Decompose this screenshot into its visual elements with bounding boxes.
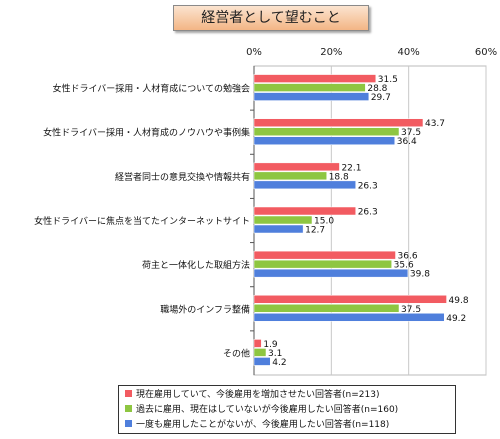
legend-label-2: 一度も雇用したことがないが、今後雇用したい回答者(n=118) (136, 420, 390, 430)
bar (253, 259, 392, 269)
legend: 現在雇用していて、今後雇用を増加させたい回答者(n=213) 過去に雇用、現在は… (118, 385, 456, 434)
value-label: 3.1 (268, 349, 282, 359)
bar (253, 136, 395, 145)
category-label: 職場外のインフラ整備 (160, 303, 250, 315)
value-label: 29.7 (371, 93, 391, 103)
category-label: 女性ドライバー採用・人材育成のノウハウや事例集 (43, 127, 250, 139)
value-label: 22.1 (341, 163, 361, 173)
legend-swatch-2 (125, 420, 132, 427)
legend-item-1: 過去に雇用、現在はしていないが今後雇用したい回答者(n=160) (125, 403, 449, 418)
value-label: 26.3 (358, 181, 378, 191)
category-label: 女性ドライバーに焦点を当てたインターネットサイト (34, 215, 250, 227)
value-label: 26.3 (358, 208, 378, 218)
legend-item-0: 現在雇用していて、今後雇用を増加させたい回答者(n=213) (125, 388, 449, 403)
bar (253, 118, 424, 127)
legend-swatch-1 (125, 405, 132, 412)
category-label: その他 (223, 347, 250, 359)
bar (253, 357, 271, 366)
value-label: 36.4 (397, 137, 417, 147)
bar (253, 127, 400, 136)
value-label: 49.8 (449, 296, 469, 306)
bar (253, 224, 304, 234)
value-label: 28.8 (367, 84, 387, 94)
value-label: 31.5 (378, 75, 398, 85)
bar (253, 313, 445, 322)
bar (253, 180, 356, 190)
x-tick-label: 0% (246, 47, 262, 58)
chart-title: 経営者として望むこと (173, 5, 369, 31)
value-label: 1.9 (263, 340, 278, 350)
x-tick-label: 20% (320, 47, 342, 58)
bar (253, 215, 313, 225)
bar (253, 206, 356, 216)
bar (253, 250, 396, 260)
legend-label-1: 過去に雇用、現在はしていないが今後雇用したい回答者(n=160) (136, 405, 399, 415)
value-label: 37.5 (401, 305, 421, 315)
bar (253, 295, 447, 304)
bar (253, 348, 267, 357)
value-label: 4.2 (272, 358, 286, 368)
value-label: 15.0 (314, 217, 334, 227)
value-label: 37.5 (401, 128, 421, 138)
value-label: 39.8 (410, 270, 430, 280)
category-label: 荷主と一体化した取組方法 (142, 259, 250, 271)
x-tick-label: 40% (398, 47, 420, 58)
legend-swatch-0 (125, 390, 132, 397)
category-label: 経営者同士の意見交換や情報共有 (115, 171, 250, 183)
legend-item-2: 一度も雇用したことがないが、今後雇用したい回答者(n=118) (125, 418, 449, 433)
x-tick-label: 60% (475, 47, 497, 58)
bar (253, 171, 327, 181)
value-label: 12.7 (305, 226, 325, 236)
bar (253, 74, 377, 83)
value-label: 43.7 (425, 119, 445, 129)
value-label: 18.8 (329, 172, 349, 182)
bar (253, 339, 262, 348)
legend-label-0: 現在雇用していて、今後雇用を増加させたい回答者(n=213) (136, 390, 380, 400)
value-label: 36.6 (398, 252, 418, 262)
category-label: 女性ドライバー採用・人材育成についての勉強会 (52, 83, 250, 95)
bar (253, 83, 366, 92)
value-label: 49.2 (446, 314, 466, 324)
bar (253, 268, 409, 278)
bar (253, 162, 340, 172)
bar (253, 304, 400, 313)
bar (253, 92, 370, 101)
value-label: 35.6 (394, 261, 414, 271)
